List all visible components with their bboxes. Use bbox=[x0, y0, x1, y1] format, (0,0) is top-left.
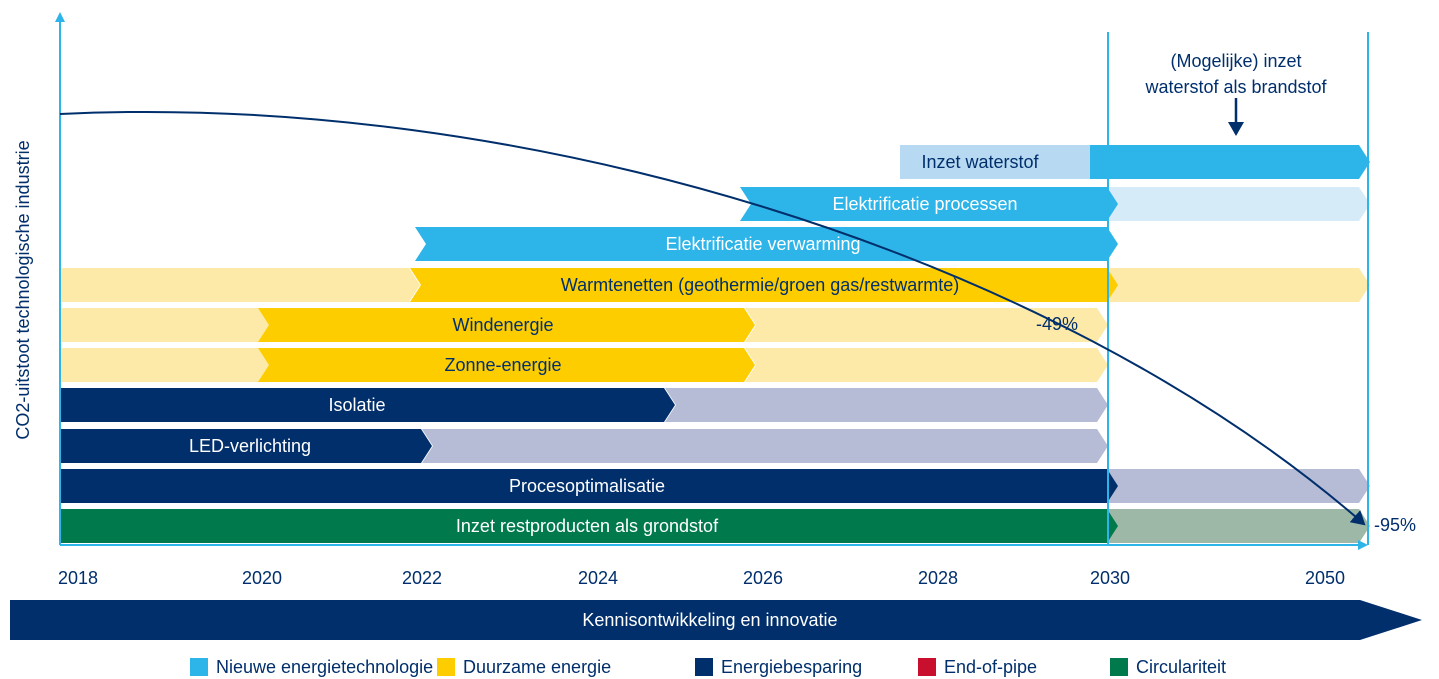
roadmap-bar bbox=[60, 469, 1118, 503]
bar-label: Procesoptimalisatie bbox=[509, 476, 665, 496]
roadmap-bar bbox=[60, 308, 270, 342]
legend-swatch bbox=[918, 658, 936, 676]
legend-swatch bbox=[1110, 658, 1128, 676]
roadmap-bar bbox=[410, 268, 1118, 302]
roadmap-bar bbox=[1100, 268, 1370, 302]
roadmap-bar bbox=[60, 268, 420, 302]
legend-label: End-of-pipe bbox=[944, 657, 1037, 677]
y-axis-label: CO2-uitstoot technologische industrie bbox=[13, 140, 33, 439]
roadmap-bar bbox=[900, 145, 1090, 179]
legend-label: Nieuwe energietechnologie bbox=[216, 657, 433, 677]
roadmap-bar bbox=[1100, 469, 1370, 503]
hydrogen-note: (Mogelijke) inzet bbox=[1170, 51, 1301, 71]
legend-label: Circulariteit bbox=[1136, 657, 1226, 677]
bar-label: Zonne-energie bbox=[444, 355, 561, 375]
hydrogen-note: waterstof als brandstof bbox=[1144, 77, 1327, 97]
roadmap-bar bbox=[745, 308, 1108, 342]
year-label: 2026 bbox=[743, 568, 783, 588]
roadmap-bar bbox=[60, 429, 432, 463]
roadmap-bar bbox=[740, 187, 1118, 221]
year-label: 2018 bbox=[58, 568, 98, 588]
innovation-arrow bbox=[10, 600, 1422, 640]
roadmap-bar bbox=[60, 348, 270, 382]
target-2030: -49% bbox=[1036, 314, 1078, 334]
year-label: 2028 bbox=[918, 568, 958, 588]
roadmap-bar bbox=[422, 429, 1108, 463]
bar-label: LED-verlichting bbox=[189, 436, 311, 456]
roadmap-bar bbox=[60, 388, 675, 422]
bar-label: Inzet waterstof bbox=[921, 152, 1039, 172]
roadmap-bar bbox=[665, 388, 1108, 422]
roadmap-bar bbox=[258, 348, 755, 382]
roadmap-bar bbox=[258, 308, 755, 342]
roadmap-bar bbox=[415, 227, 1118, 261]
legend-label: Energiebesparing bbox=[721, 657, 862, 677]
roadmap-bar bbox=[60, 509, 1118, 543]
year-label: 2020 bbox=[242, 568, 282, 588]
year-label: 2024 bbox=[578, 568, 618, 588]
legend-swatch bbox=[437, 658, 455, 676]
innovation-label: Kennisontwikkeling en innovatie bbox=[582, 610, 837, 630]
bar-label: Windenergie bbox=[452, 315, 553, 335]
year-label: 2050 bbox=[1305, 568, 1345, 588]
year-label: 2030 bbox=[1090, 568, 1130, 588]
bar-label: Inzet restproducten als grondstof bbox=[456, 516, 719, 536]
legend-label: Duurzame energie bbox=[463, 657, 611, 677]
roadmap-bar bbox=[1100, 187, 1370, 221]
emission-curve bbox=[59, 111, 1366, 526]
roadmap-bar bbox=[745, 348, 1108, 382]
legend-swatch bbox=[695, 658, 713, 676]
target-2050: -95% bbox=[1374, 515, 1416, 535]
legend-swatch bbox=[190, 658, 208, 676]
roadmap-bar bbox=[1090, 145, 1370, 179]
roadmap-bar bbox=[1100, 509, 1370, 543]
bar-label: Warmtenetten (geothermie/groen gas/restw… bbox=[561, 275, 960, 295]
bar-label: Elektrificatie verwarming bbox=[665, 234, 860, 254]
year-label: 2022 bbox=[402, 568, 442, 588]
bar-label: Isolatie bbox=[328, 395, 385, 415]
bar-label: Elektrificatie processen bbox=[832, 194, 1017, 214]
